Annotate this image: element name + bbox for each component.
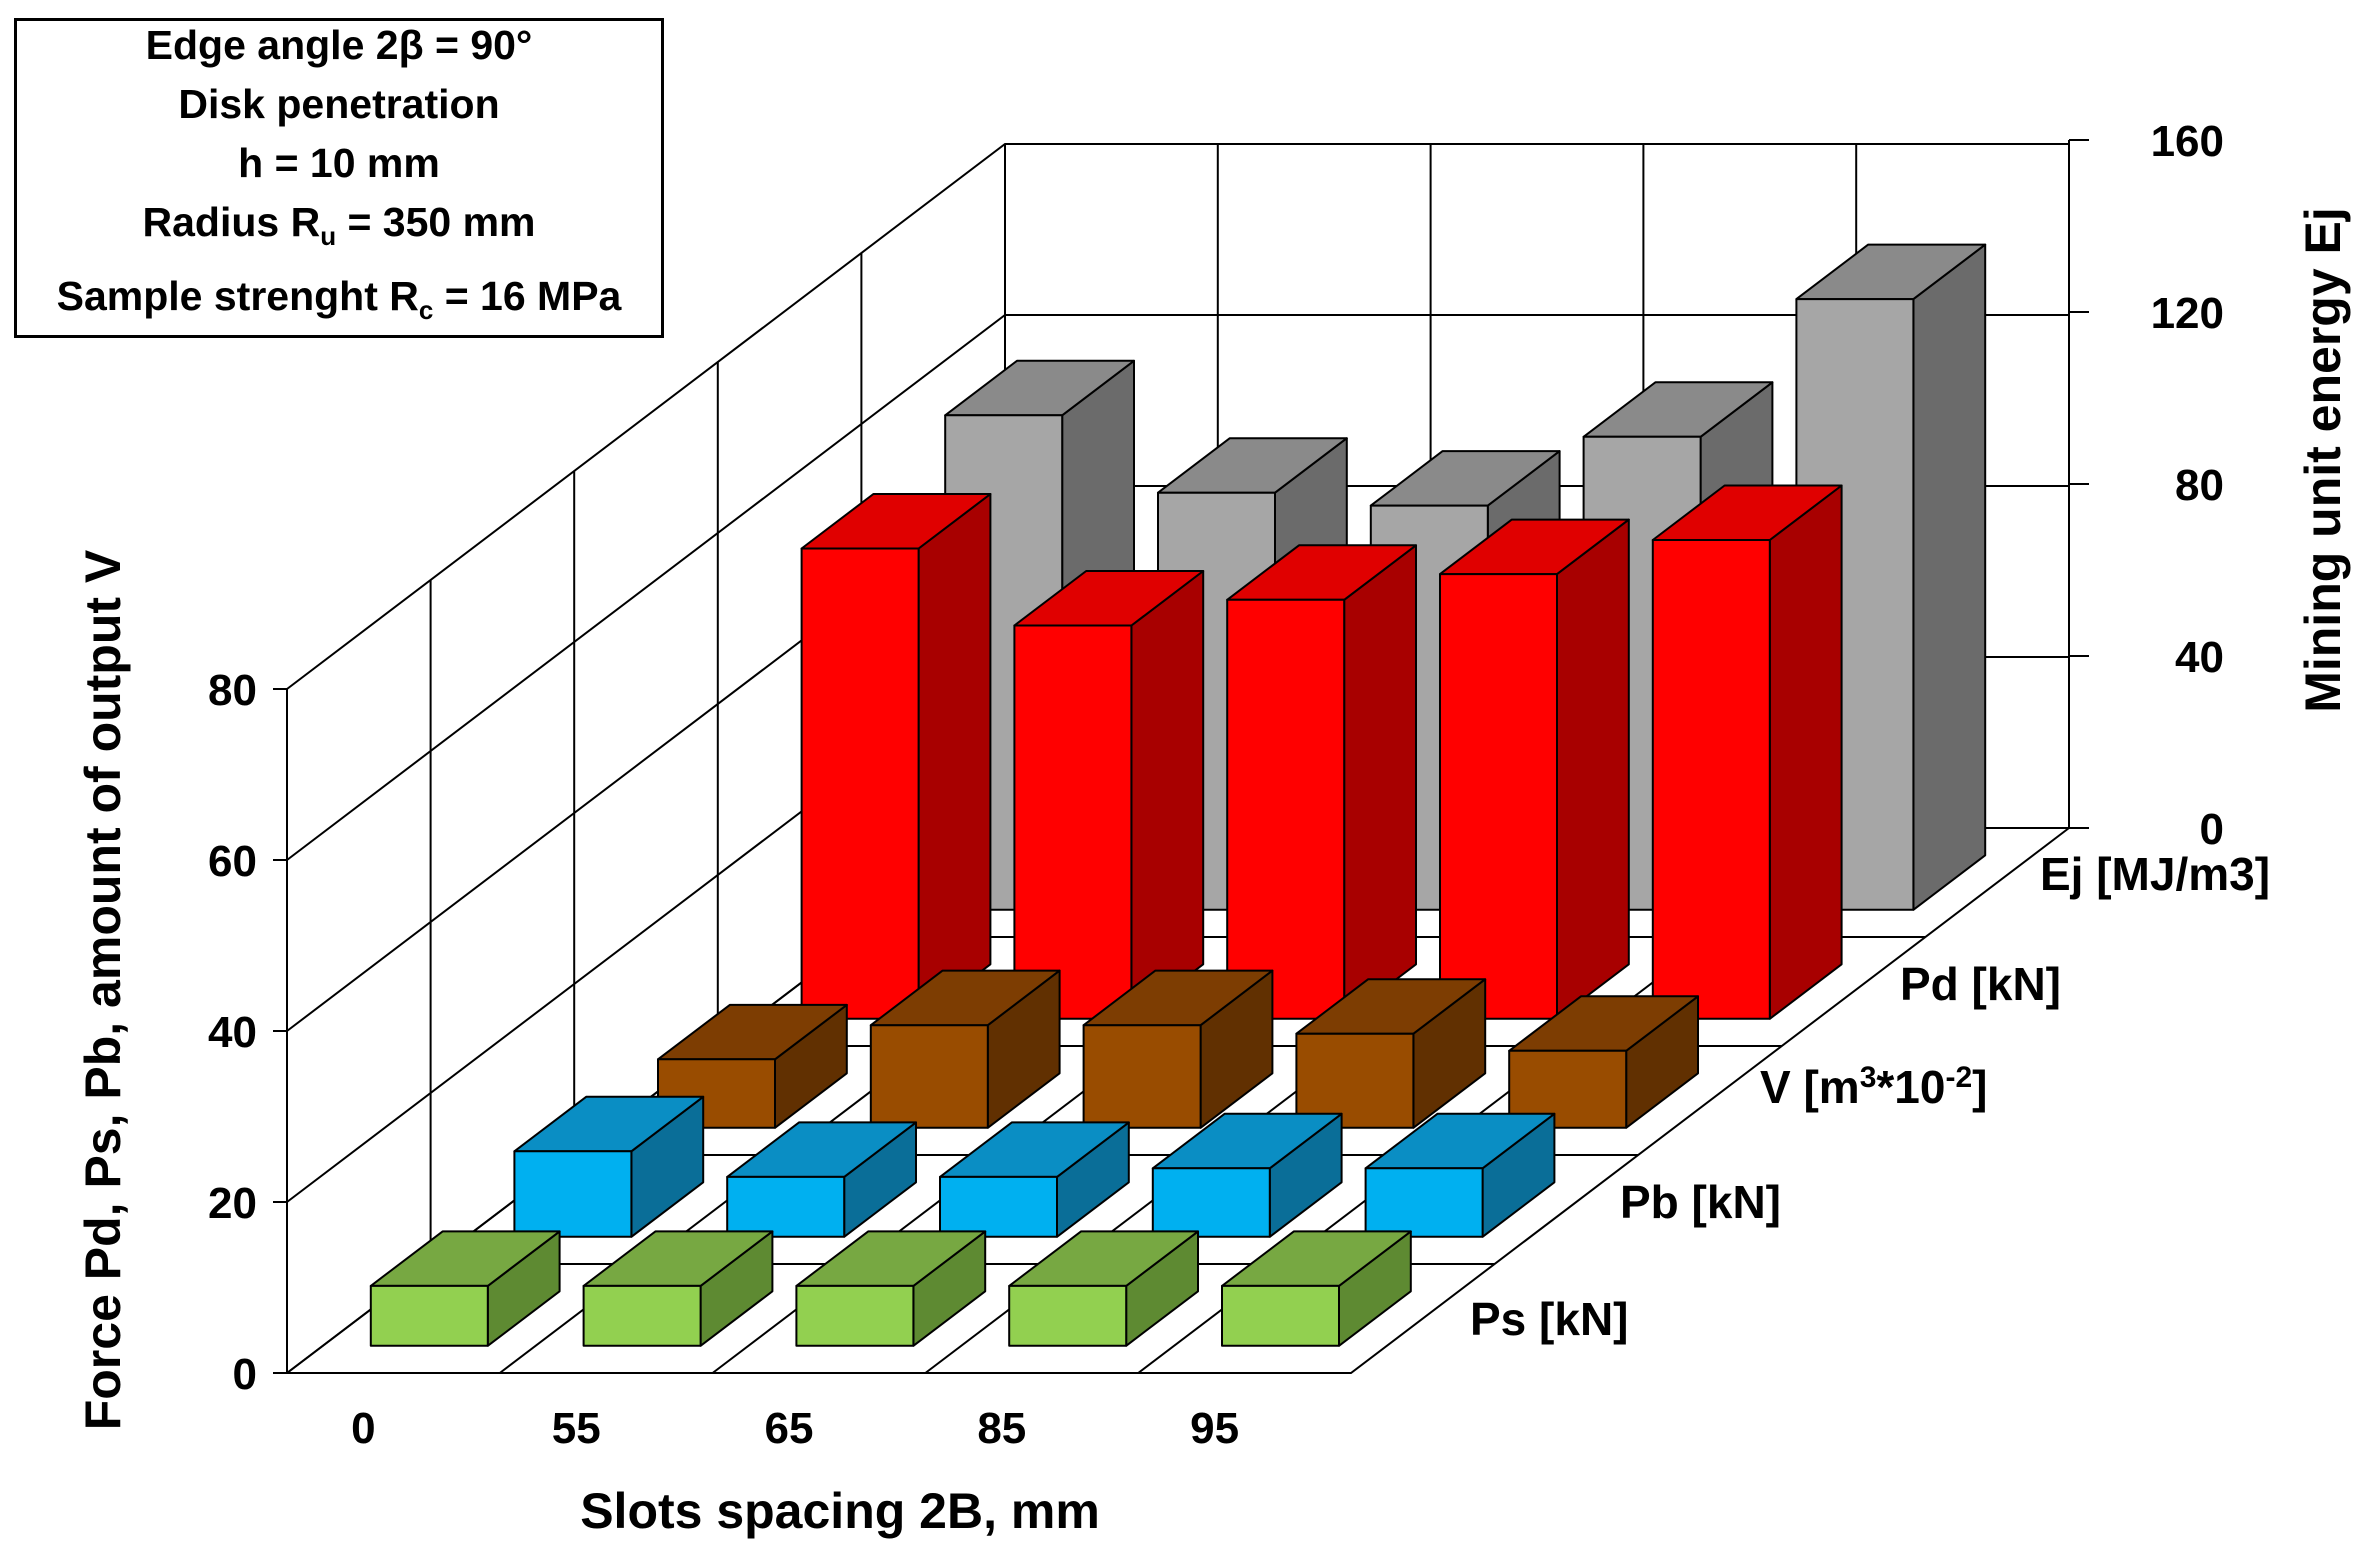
bar-front-face bbox=[1008, 1284, 1128, 1347]
bar-pb-kn-65 bbox=[939, 1121, 1130, 1238]
bar-pd-kn-65 bbox=[1226, 544, 1417, 1020]
bar-pd-kn-0 bbox=[800, 493, 992, 1020]
annotation-line-5-main: Sample strenght R bbox=[56, 272, 419, 319]
bar-v-m3-10-2-55 bbox=[869, 969, 1061, 1129]
bar-v-m3-10-2-95 bbox=[1508, 995, 1699, 1129]
annotation-line-5-end: = 16 MPa bbox=[433, 272, 622, 319]
bar-front-face bbox=[726, 1175, 846, 1238]
bar-front-face bbox=[369, 1284, 489, 1347]
bar-front-face bbox=[1151, 1167, 1271, 1238]
left-axis-tick-label-0: 0 bbox=[233, 1350, 257, 1399]
annotation-line-4-main: Radius R bbox=[142, 199, 321, 246]
left-axis-title: Force Pd, Ps, Pb, amount of output V bbox=[75, 549, 131, 1430]
annotation-line-5: Sample strenght Rc = 16 MPa bbox=[57, 267, 622, 340]
bar-pb-kn-95 bbox=[1364, 1112, 1556, 1238]
bar-front-face bbox=[1508, 1049, 1628, 1129]
bar-v-m3-10-2-85 bbox=[1295, 978, 1487, 1129]
annotation-line-2: Disk penetration bbox=[178, 81, 500, 128]
bar-side-face bbox=[917, 493, 992, 1020]
bar-ps-kn-0 bbox=[369, 1230, 561, 1347]
left-axis-tick-label-2: 40 bbox=[208, 1008, 257, 1057]
right-axis-tick-label-4: 160 bbox=[2151, 117, 2224, 166]
annotation-line-4-end: = 350 mm bbox=[336, 199, 536, 246]
left-axis-tick-label-1: 20 bbox=[208, 1179, 257, 1228]
annotation-line-1: Edge angle 2β = 90° bbox=[145, 22, 533, 69]
annotation-line-3: h = 10 mm bbox=[238, 140, 440, 187]
bar-side-face bbox=[1912, 243, 1987, 911]
bar-front-face bbox=[1364, 1167, 1484, 1238]
bar-pd-kn-55 bbox=[1013, 570, 1205, 1020]
bar-front-face bbox=[1013, 624, 1133, 1020]
bar-front-face bbox=[1221, 1284, 1340, 1347]
x-tick-label-85: 85 bbox=[977, 1404, 1026, 1453]
bar-front-face bbox=[1651, 539, 1771, 1020]
bar-front-face bbox=[1226, 598, 1346, 1020]
bar-pb-kn-85 bbox=[1151, 1112, 1343, 1238]
bar-pd-kn-85 bbox=[1439, 518, 1630, 1020]
bar-front-face bbox=[582, 1284, 702, 1347]
bar-front-face bbox=[800, 547, 920, 1020]
x-axis-title: Slots spacing 2B, mm bbox=[580, 1483, 1100, 1539]
bar-side-face bbox=[1130, 570, 1205, 1020]
right-axis-title: Mining unit energy Ej bbox=[2295, 207, 2351, 713]
annotation-line-4: Radius Ru = 350 mm bbox=[142, 193, 535, 266]
series-label-2: V [m3*10-2] bbox=[1760, 1061, 1987, 1113]
annotation-line-5-sub: c bbox=[418, 294, 434, 325]
bar-ps-kn-85 bbox=[1008, 1230, 1199, 1347]
bar-ps-kn-95 bbox=[1221, 1230, 1412, 1347]
left-axis-tick-label-4: 80 bbox=[208, 666, 257, 715]
x-tick-label-95: 95 bbox=[1190, 1404, 1239, 1453]
left-axis-tick-label-3: 60 bbox=[208, 837, 257, 886]
bar-ps-kn-65 bbox=[795, 1230, 987, 1347]
bar-side-face bbox=[1343, 544, 1417, 1020]
chart-bars bbox=[369, 243, 1987, 1347]
x-tick-label-65: 65 bbox=[765, 1404, 814, 1453]
bar-pd-kn-95 bbox=[1651, 484, 1843, 1020]
x-tick-label-55: 55 bbox=[552, 1404, 601, 1453]
bar-front-face bbox=[795, 1284, 915, 1347]
annotation-box: Edge angle 2β = 90° Disk penetration h =… bbox=[14, 18, 664, 338]
floor-front-edges bbox=[287, 827, 2070, 1374]
x-tick-label-0: 0 bbox=[351, 1404, 375, 1453]
right-axis-tick-label-3: 120 bbox=[2151, 289, 2224, 338]
right-axis-tick-label-1: 40 bbox=[2175, 633, 2224, 682]
series-label-1: Pb [kN] bbox=[1620, 1176, 1781, 1228]
bar-front-face bbox=[869, 1024, 989, 1129]
right-axis-tick-label-0: 0 bbox=[2200, 805, 2224, 854]
bar-side-face bbox=[1556, 518, 1630, 1020]
bar-front-face bbox=[939, 1175, 1058, 1238]
bar-front-face bbox=[1082, 1024, 1202, 1129]
bar-ps-kn-55 bbox=[582, 1230, 774, 1347]
bar-front-face bbox=[1295, 1032, 1415, 1129]
series-label-0: Ps [kN] bbox=[1470, 1293, 1628, 1345]
annotation-line-4-sub: u bbox=[320, 221, 337, 252]
series-label-4: Ej [MJ/m3] bbox=[2040, 848, 2270, 900]
bar-front-face bbox=[513, 1150, 633, 1238]
bar-pb-kn-55 bbox=[726, 1121, 917, 1238]
bar-v-m3-10-2-65 bbox=[1082, 969, 1274, 1129]
bar-front-face bbox=[1439, 573, 1558, 1020]
series-label-3: Pd [kN] bbox=[1900, 958, 2061, 1010]
bar-pb-kn-0 bbox=[513, 1095, 705, 1238]
right-axis-tick-label-2: 80 bbox=[2175, 461, 2224, 510]
bar-side-face bbox=[1768, 484, 1843, 1020]
